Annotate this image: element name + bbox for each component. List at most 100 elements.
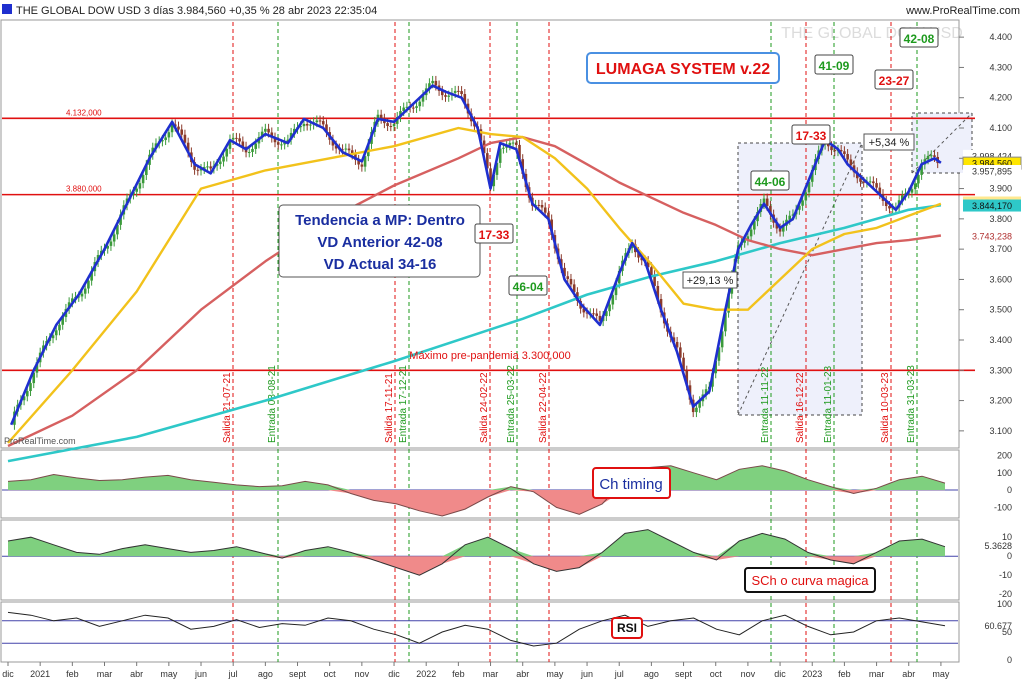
candle-body — [727, 293, 730, 313]
signal-label: Entrada 03-08-21 — [267, 365, 278, 443]
candle-body — [502, 147, 505, 149]
candle-body — [241, 141, 245, 147]
candle-body — [402, 107, 405, 112]
candle-body — [753, 221, 756, 230]
vd-label: 42-08 — [904, 32, 935, 46]
signal-label: Salida 10-03-23 — [880, 372, 891, 443]
signal-label: Entrada 25-03-22 — [506, 365, 517, 443]
x-tick-label: jun — [194, 669, 207, 679]
osc-tick-label: 200 — [997, 450, 1012, 460]
candle-body — [228, 139, 232, 149]
candle-body — [781, 225, 785, 232]
osc-tick-label: -20 — [999, 589, 1012, 599]
candle-body — [453, 90, 457, 93]
axis-layer: 4.4004.3004.2004.1004.0003.9003.8003.700… — [2, 32, 1022, 679]
candle-body — [717, 347, 721, 361]
candle-body — [315, 120, 319, 123]
y-tick-label: 4.200 — [989, 93, 1012, 103]
sch-label: SCh o curva magica — [751, 573, 869, 588]
right-value-label: 3.743,238 — [972, 232, 1012, 242]
candle-body — [460, 91, 463, 95]
x-tick-label: jul — [228, 669, 238, 679]
candle-body — [186, 142, 190, 153]
vd-box — [508, 275, 548, 296]
trend-line-2: VD Anterior 42-08 — [317, 234, 442, 251]
candle-body — [637, 252, 640, 258]
candle-body — [878, 187, 882, 195]
candle-body — [775, 222, 779, 229]
candle-body — [209, 166, 212, 169]
right-value-label: 3.984,560 — [972, 159, 1012, 169]
candle-body — [798, 205, 801, 210]
candle-body — [653, 275, 656, 286]
osc-positive-area — [8, 529, 945, 557]
candle-body — [202, 166, 206, 169]
candle-body — [498, 148, 502, 163]
osc-tick-label: 100 — [997, 599, 1012, 609]
x-tick-label: jul — [614, 669, 624, 679]
sch-panel-frame — [0, 519, 960, 601]
candle-body — [695, 407, 698, 413]
candle-body — [508, 142, 512, 146]
candle-body — [901, 195, 904, 201]
signal-label: Salida 21-07-21 — [222, 372, 233, 443]
osc-tick-label: -100 — [994, 502, 1012, 512]
candle-body — [929, 155, 933, 157]
candle-body — [617, 270, 621, 284]
osc-negative-area — [8, 556, 945, 576]
candle-body — [833, 150, 837, 152]
right-value-label: 3.957,895 — [972, 167, 1012, 177]
trend-line-3: VD Actual 34-16 — [324, 256, 437, 273]
candle-body — [26, 391, 29, 397]
timing-panel-frame — [0, 449, 960, 519]
timing-label-box — [592, 467, 671, 499]
candle-body — [138, 183, 142, 189]
candle-body — [405, 106, 409, 108]
series-ma_long — [7, 135, 942, 448]
candle-body — [778, 228, 782, 232]
candle-body — [431, 80, 434, 84]
osc-line — [7, 611, 946, 647]
candle-body — [875, 183, 878, 188]
candle-body — [177, 126, 180, 130]
candle-body — [868, 181, 872, 183]
candle-body — [392, 123, 396, 127]
candle-body — [238, 138, 241, 142]
osc-line — [7, 529, 946, 576]
series-price — [9, 84, 942, 426]
x-tick-label: sept — [289, 669, 307, 679]
candle-body — [872, 181, 875, 184]
candle-body — [572, 284, 576, 293]
candle-body — [656, 285, 660, 299]
candle-body — [247, 151, 251, 153]
candle-body — [862, 181, 866, 183]
candle-body — [888, 206, 891, 209]
candle-body — [270, 132, 274, 138]
candle-body — [225, 148, 229, 157]
vd-box — [814, 54, 854, 75]
osc-tick-label: 10 — [1002, 532, 1012, 542]
candle-body — [193, 162, 196, 170]
pct-label-2: +5,34 % — [869, 137, 910, 149]
candle-body — [61, 317, 64, 325]
candle-body — [743, 240, 746, 243]
candle-body — [791, 214, 795, 216]
candle-body — [260, 131, 264, 138]
candle-body — [582, 308, 586, 313]
level-label: 4.132,000 — [66, 108, 102, 117]
y-tick-label: 3.500 — [989, 305, 1012, 315]
candle-body — [412, 107, 415, 109]
candle-body — [917, 174, 920, 184]
x-tick-label: 2021 — [30, 669, 50, 679]
signal-label: Entrada 31-03-23 — [906, 365, 917, 443]
chart-type-icon — [2, 4, 12, 14]
candle-body — [801, 200, 804, 206]
osc-tick-label: 5.3628 — [984, 541, 1012, 551]
candle-body — [415, 106, 418, 108]
candle-body — [830, 146, 833, 151]
candle-body — [444, 95, 447, 97]
candle-body — [547, 212, 550, 220]
candle-body — [810, 170, 814, 182]
candle-body — [447, 95, 451, 97]
candle-body — [161, 140, 164, 142]
